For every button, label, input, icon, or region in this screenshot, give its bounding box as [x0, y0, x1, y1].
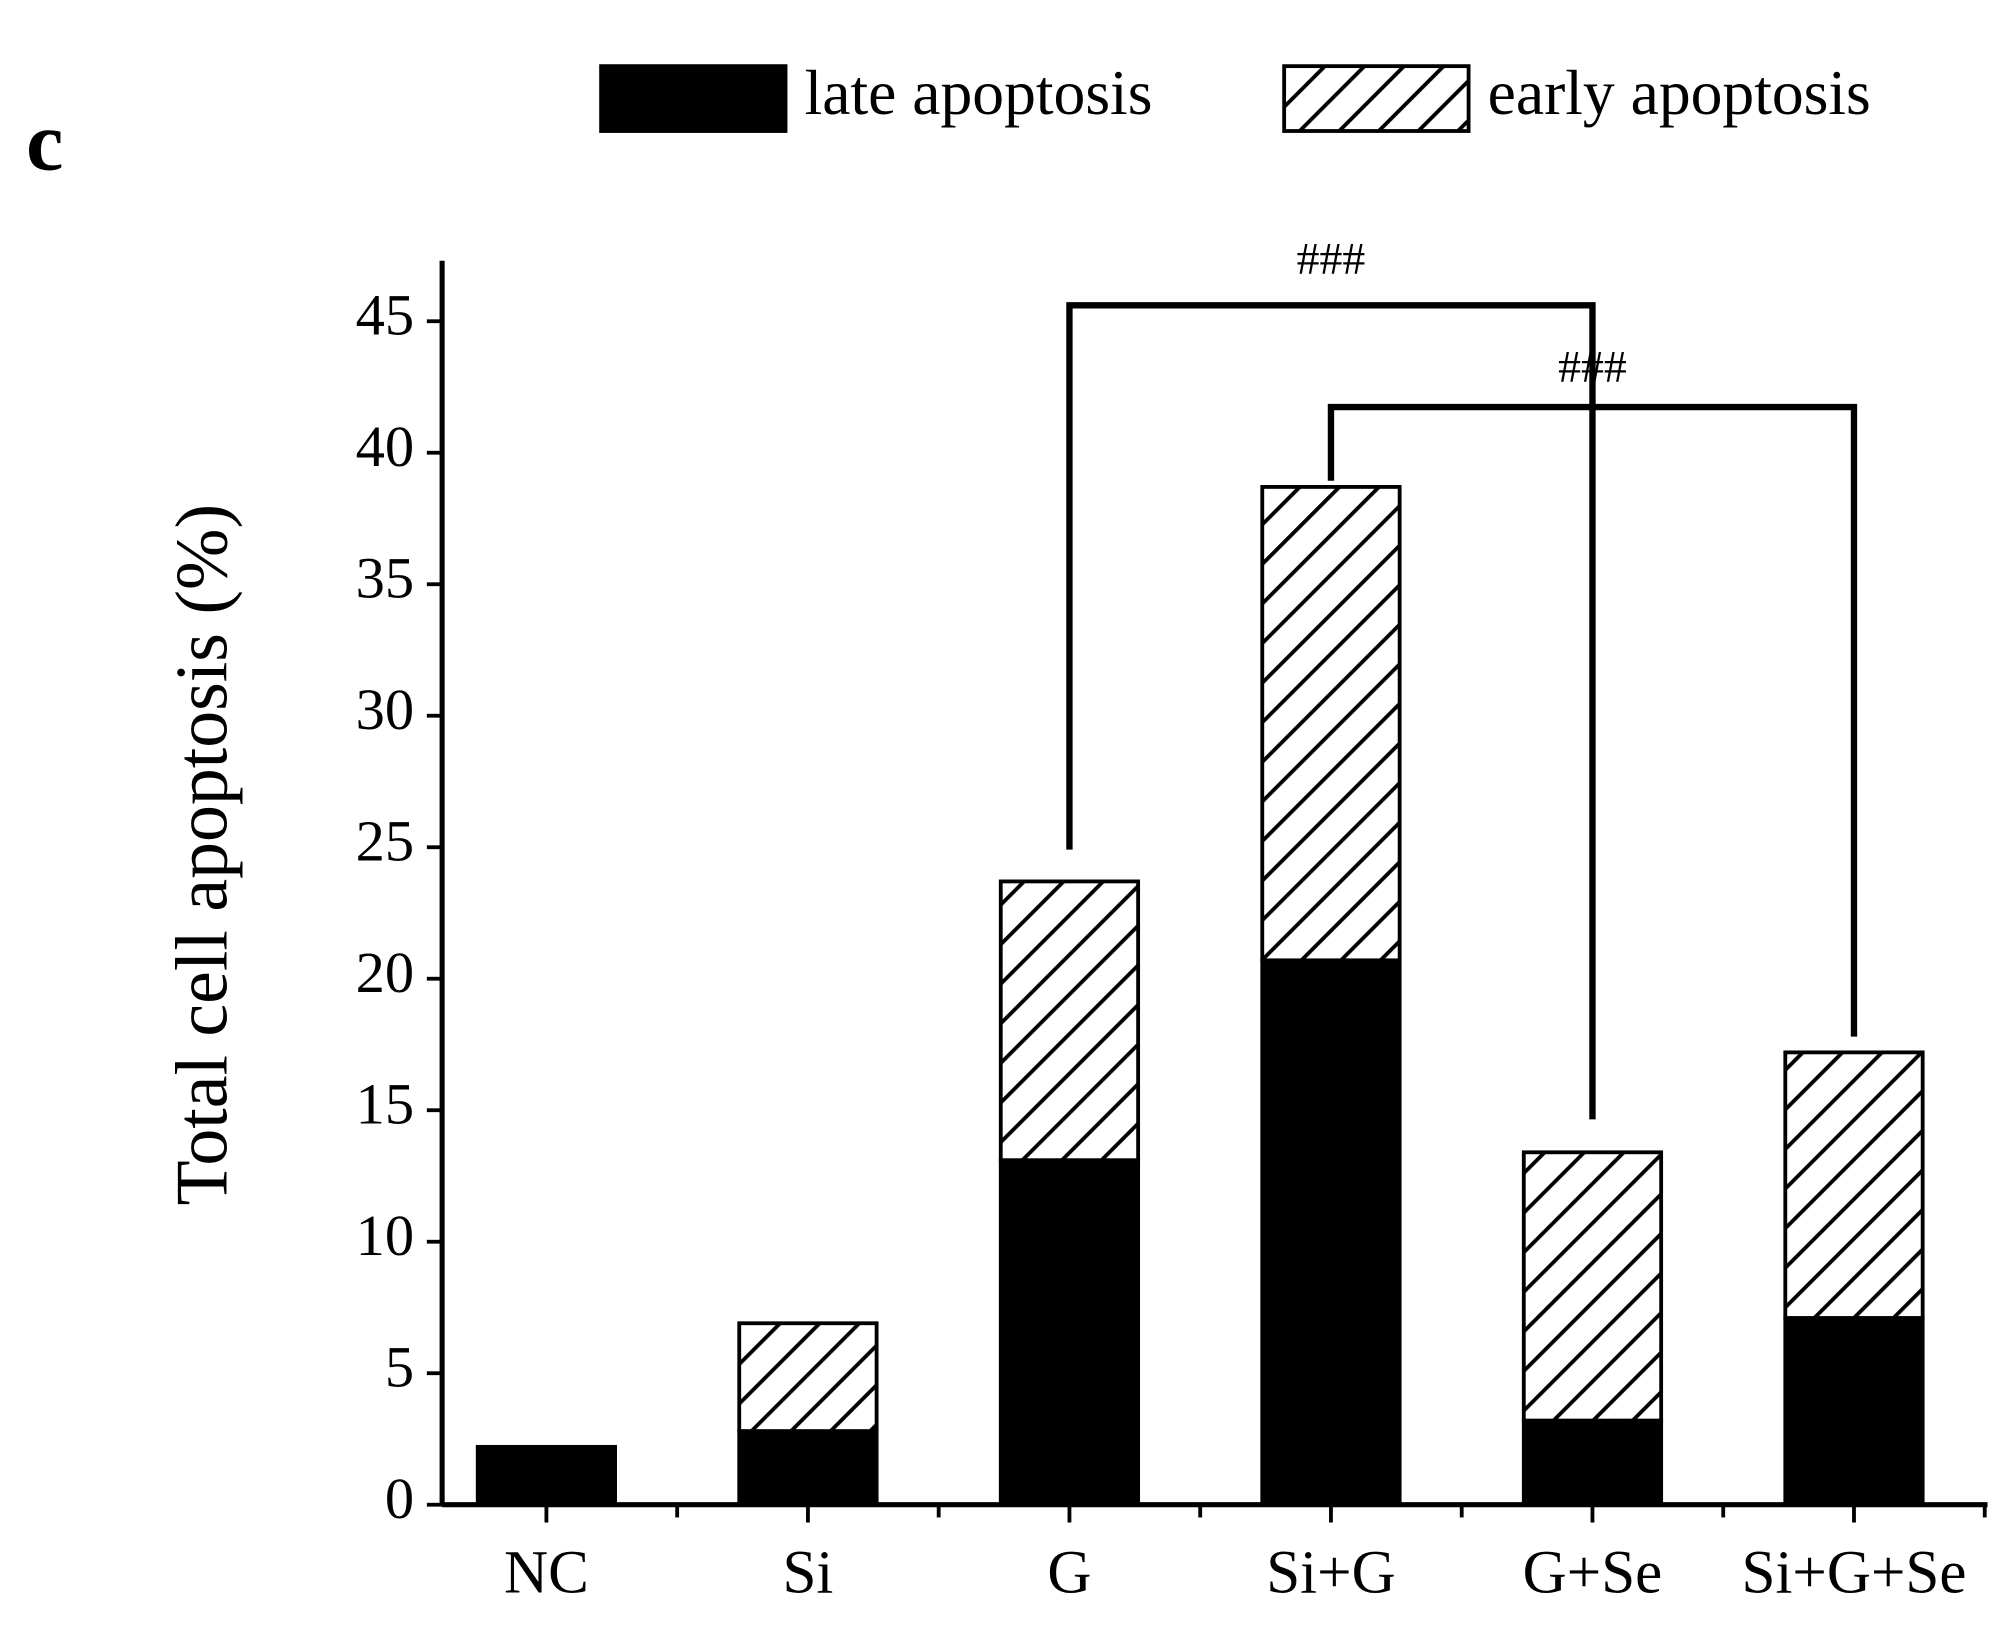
- bar-segment: [737, 1321, 879, 1433]
- y-tick-label: 20: [356, 940, 415, 1005]
- y-tick-label: 35: [356, 546, 415, 611]
- y-tick-label: 30: [356, 677, 415, 742]
- bar-segment: [1783, 1316, 1925, 1507]
- bar-segment: [475, 1444, 618, 1507]
- x-tick-label: Si+G+Se: [1742, 1540, 1967, 1607]
- annotation: ###: [1297, 233, 1366, 284]
- x-tick-label: NC: [504, 1540, 589, 1607]
- bar-segment: [1521, 1150, 1664, 1423]
- y-tick-label: 25: [356, 809, 415, 874]
- bar-segment: [998, 879, 1141, 1163]
- annotation: ###: [1558, 341, 1627, 392]
- bar-segment: [1783, 1050, 1925, 1320]
- legend-swatch: [599, 64, 788, 133]
- x-tick-label: G+Se: [1523, 1540, 1663, 1607]
- y-tick-label: 15: [356, 1072, 415, 1137]
- legend-swatch: [1282, 64, 1471, 133]
- bar-segment: [1260, 958, 1402, 1507]
- legend-label: late apoptosis: [805, 57, 1153, 128]
- y-tick-label: 10: [356, 1203, 415, 1268]
- legend-label: early apoptosis: [1488, 57, 1871, 128]
- y-tick-label: 40: [356, 414, 415, 479]
- y-tick-label: 0: [385, 1466, 414, 1531]
- panel-label: c: [26, 95, 63, 188]
- x-tick-label: Si: [782, 1540, 833, 1607]
- bar-segment: [1260, 485, 1402, 963]
- x-tick-label: Si+G: [1266, 1540, 1395, 1607]
- y-tick-label: 5: [385, 1335, 414, 1400]
- bar-segment: [998, 1158, 1141, 1507]
- significance-bracket: [1327, 403, 1858, 1037]
- bar-segment: [1521, 1418, 1664, 1507]
- y-axis-label: Total cell apoptosis (%): [160, 504, 242, 1206]
- y-tick-label: 45: [356, 283, 415, 348]
- significance-bracket: [1066, 302, 1596, 1120]
- bar-segment: [737, 1429, 879, 1507]
- x-tick-label: G: [1047, 1540, 1091, 1607]
